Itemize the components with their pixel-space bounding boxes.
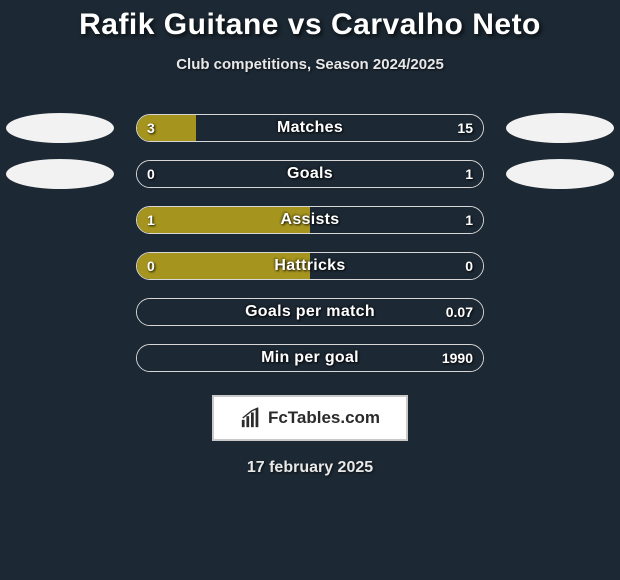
stat-bar-right-fill [196, 115, 483, 141]
logo-badge: FcTables.com [212, 395, 408, 441]
fctables-icon [240, 407, 262, 429]
logo-text: FcTables.com [268, 408, 380, 428]
date-label: 17 february 2025 [0, 459, 620, 477]
stat-bar: 1990Min per goal [136, 344, 484, 372]
page-title: Rafik Guitane vs Carvalho Neto [0, 8, 620, 42]
stats-area: 315Matches01Goals11Assists00Hattricks0.0… [0, 105, 620, 381]
stat-bar-right-fill [137, 345, 483, 371]
stat-bar: 11Assists [136, 206, 484, 234]
stat-row: 00Hattricks [0, 243, 620, 289]
right-badge-ellipse [506, 113, 614, 143]
stat-bar: 315Matches [136, 114, 484, 142]
stat-left-value: 0 [147, 258, 155, 274]
subtitle: Club competitions, Season 2024/2025 [0, 56, 620, 73]
stat-bar: 01Goals [136, 160, 484, 188]
stat-bar-left-fill [137, 207, 310, 233]
stat-bar-right-fill [310, 207, 483, 233]
stat-row: 1990Min per goal [0, 335, 620, 381]
stat-right-value: 1990 [442, 350, 473, 366]
stat-row: 11Assists [0, 197, 620, 243]
stat-right-value: 1 [465, 212, 473, 228]
left-badge-ellipse [6, 113, 114, 143]
comparison-card: Rafik Guitane vs Carvalho Neto Club comp… [0, 0, 620, 580]
stat-bar-left-fill [137, 115, 196, 141]
stat-bar-left-fill [137, 253, 310, 279]
stat-row: 0.07Goals per match [0, 289, 620, 335]
stat-left-value: 0 [147, 166, 155, 182]
stat-bar-right-fill [137, 299, 483, 325]
stat-bar: 0.07Goals per match [136, 298, 484, 326]
stat-left-value: 3 [147, 120, 155, 136]
stat-row: 01Goals [0, 151, 620, 197]
stat-right-value: 0 [465, 258, 473, 274]
stat-bar-right-fill [310, 253, 483, 279]
stat-right-value: 0.07 [446, 304, 473, 320]
stat-bar-right-fill [137, 161, 483, 187]
stat-row: 315Matches [0, 105, 620, 151]
stat-left-value: 1 [147, 212, 155, 228]
right-badge-ellipse [506, 159, 614, 189]
stat-right-value: 15 [457, 120, 473, 136]
left-badge-ellipse [6, 159, 114, 189]
stat-right-value: 1 [465, 166, 473, 182]
stat-bar: 00Hattricks [136, 252, 484, 280]
